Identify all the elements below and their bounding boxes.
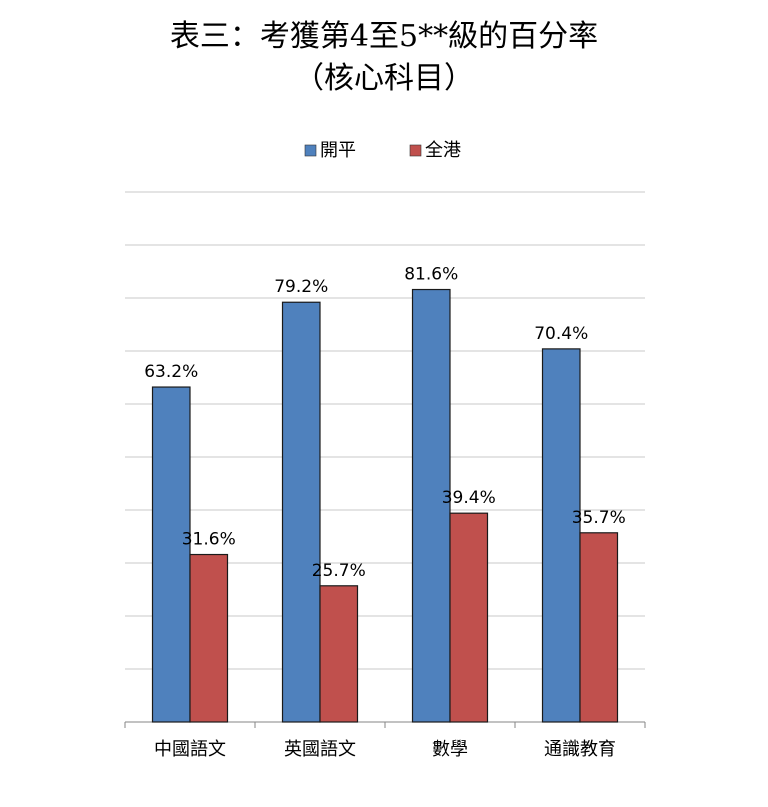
bar [541,348,581,723]
legend-label: 開平 [320,140,356,161]
value-label: 35.7% [572,508,626,528]
legend-label: 全港 [425,140,461,161]
x-tick-label: 通識教育 [544,739,616,760]
bar [189,553,229,723]
value-label: 79.2% [274,277,328,297]
chart-title: 表三：考獲第4至5**級的百分率 [170,19,598,54]
value-label: 39.4% [442,488,496,508]
legend-swatch [409,144,422,157]
x-tick-label: 中國語文 [154,739,226,760]
value-label: 81.6% [404,265,458,285]
x-tick-label: 數學 [432,739,468,760]
bar [151,386,191,723]
chart-subtitle: （核心科目） [294,61,474,96]
bar [319,585,359,723]
bar [281,301,321,723]
value-label: 31.6% [182,530,236,550]
bar [449,512,489,723]
legend-swatch [304,144,317,157]
value-label: 25.7% [312,561,366,581]
value-label: 63.2% [144,362,198,382]
x-tick-label: 英國語文 [284,739,356,760]
value-label: 70.4% [534,324,588,344]
bar [411,288,451,723]
bar [579,532,619,723]
